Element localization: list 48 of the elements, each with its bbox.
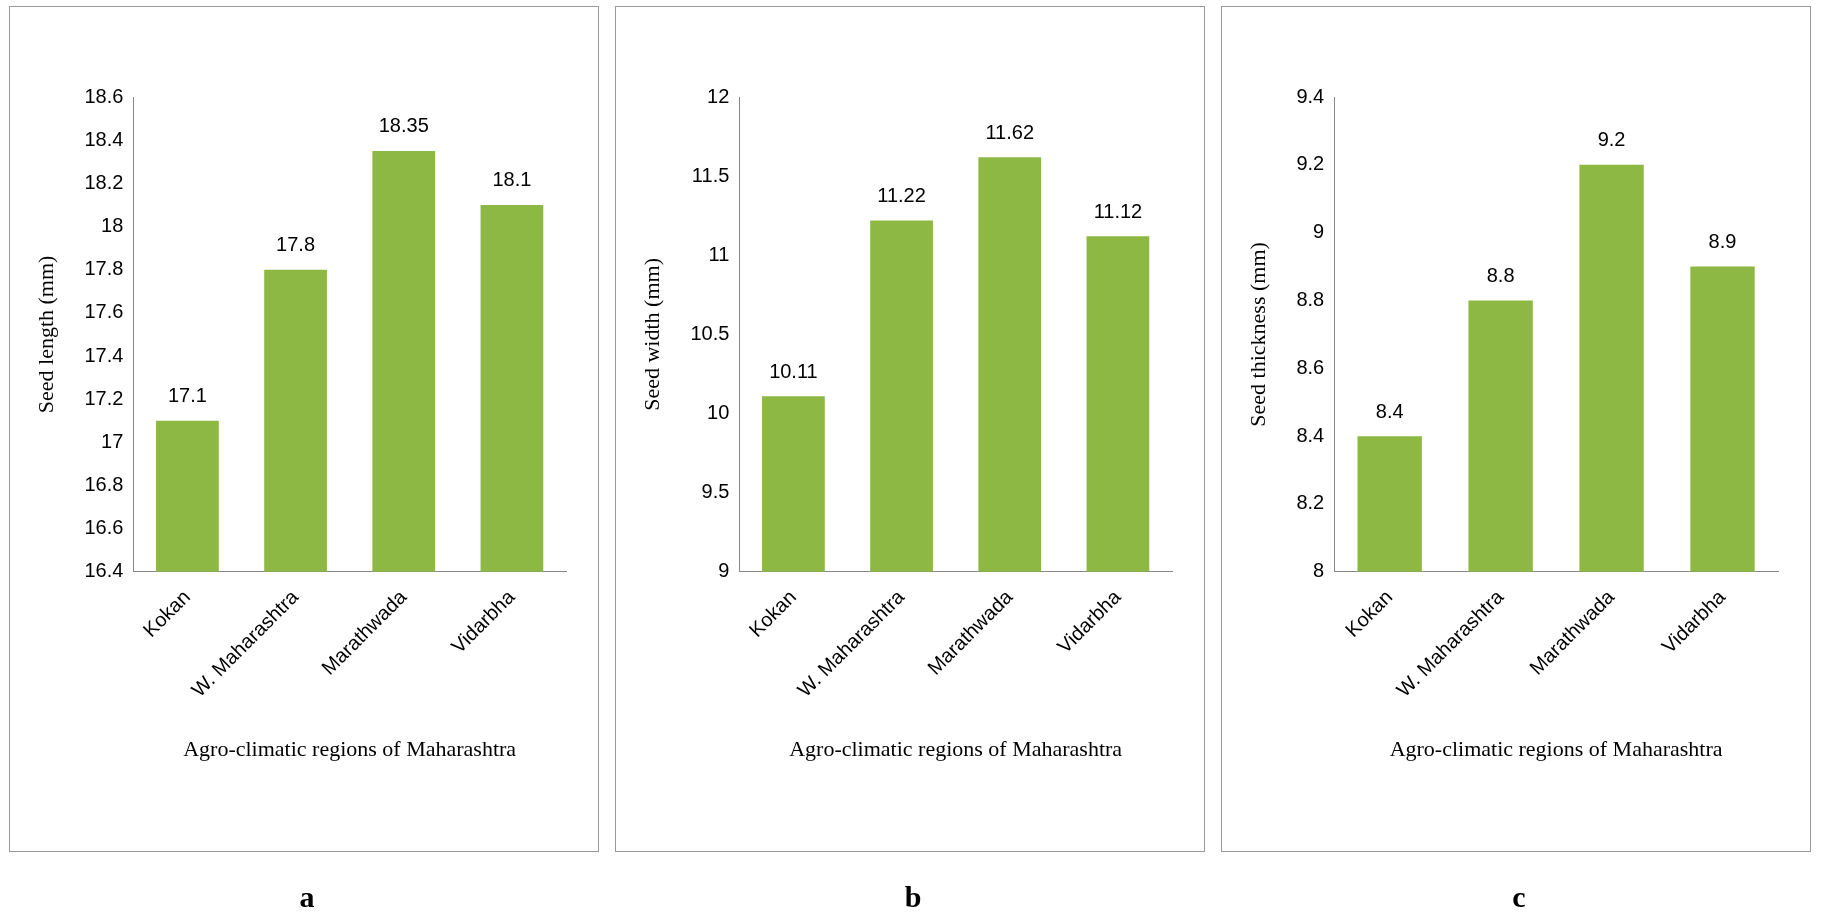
y-axis-title: Seed length (mm) <box>32 255 58 414</box>
text: b <box>903 880 923 914</box>
y-axis-title: Seed width (mm) <box>638 258 664 411</box>
data-label: 10.11 <box>769 359 818 382</box>
text: a <box>298 880 316 914</box>
data-label: 9.2 <box>1597 128 1626 151</box>
y-tick-label: 9.4 <box>1296 84 1325 107</box>
y-tick-label: 17.8 <box>84 257 124 280</box>
y-tick-label: 8 <box>1313 559 1325 582</box>
y-tick-label: 9 <box>1313 220 1325 243</box>
y-tick-label: 8.2 <box>1296 491 1325 514</box>
y-tick-label: 11 <box>708 242 730 265</box>
y-tick-label: 17 <box>101 429 124 452</box>
text: c <box>1511 880 1527 914</box>
y-axis-title: Seed thickness (mm) <box>1244 242 1270 427</box>
y-tick-label: 16.6 <box>84 516 124 539</box>
data-label: 18.35 <box>378 114 429 137</box>
y-tick-label: 10.5 <box>690 321 730 344</box>
y-tick-label: 12 <box>707 84 730 107</box>
y-tick-label: 18.2 <box>84 170 124 193</box>
y-tick-label: 18.4 <box>84 127 124 150</box>
data-label: 17.8 <box>276 233 316 256</box>
data-label: 8.9 <box>1708 230 1737 253</box>
y-tick-label: 8.6 <box>1296 355 1325 378</box>
y-tick-label: 16.8 <box>84 473 124 495</box>
y-tick-label: 17.4 <box>84 343 124 366</box>
data-label: 17.1 <box>167 384 207 407</box>
y-tick-label: 18 <box>101 214 124 237</box>
y-tick-label: 8.4 <box>1296 423 1325 446</box>
y-tick-label: 10 <box>707 401 730 424</box>
y-tick-label: 8.8 <box>1296 288 1325 311</box>
x-axis-title: Agro-climatic regions of Maharashtra <box>1389 735 1723 761</box>
x-axis-title: Agro-climatic regions of Maharashtra <box>183 735 517 761</box>
data-label: 18.1 <box>492 168 532 191</box>
y-tick-label: 17.2 <box>84 386 124 409</box>
data-label: 8.4 <box>1375 399 1404 422</box>
data-label: 8.8 <box>1486 264 1515 287</box>
y-tick-label: 9 <box>718 559 730 582</box>
data-label: 11.62 <box>985 120 1035 143</box>
x-axis-title: Agro-climatic regions of Maharashtra <box>789 735 1123 761</box>
y-tick-label: 11.5 <box>691 163 730 186</box>
y-tick-label: 17.6 <box>84 300 124 323</box>
y-tick-label: 9.5 <box>701 480 730 503</box>
y-tick-label: 9.2 <box>1296 152 1325 175</box>
data-label: 11.22 <box>877 183 926 206</box>
y-tick-label: 18.6 <box>84 84 124 107</box>
data-label: 11.12 <box>1093 199 1143 222</box>
y-tick-label: 16.4 <box>84 559 124 582</box>
